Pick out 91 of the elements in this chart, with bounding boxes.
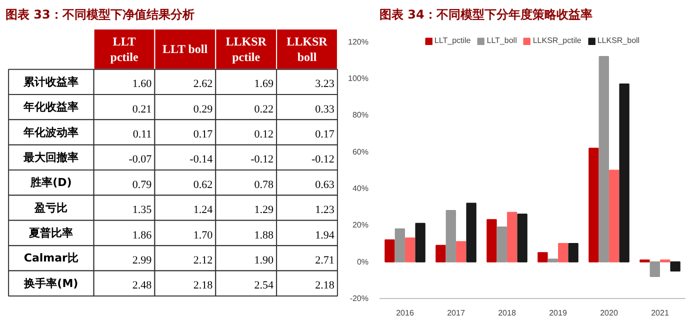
x-tick-label: LLT pctile bbox=[110, 34, 139, 64]
y-tick-label: Calmar比 bbox=[24, 252, 78, 265]
bar bbox=[517, 214, 528, 262]
data-label: 1.35 bbox=[132, 204, 152, 216]
data-label: 0.62 bbox=[193, 178, 213, 191]
data-label: 2.54 bbox=[254, 280, 274, 292]
data-label: 1.29 bbox=[254, 204, 274, 216]
x-tick-label: 2020 bbox=[600, 308, 618, 318]
y-tick-label: 40% bbox=[352, 184, 369, 194]
data-label: 0.33 bbox=[315, 103, 335, 116]
data-label: 0.79 bbox=[132, 178, 152, 191]
y-tick-label: 0% bbox=[356, 257, 368, 266]
data-label: 0.63 bbox=[315, 178, 335, 191]
y-tick-label: 换手率(M) bbox=[23, 276, 78, 290]
data-label: -0.12 bbox=[311, 154, 334, 166]
y-tick-label: 盈亏比 bbox=[34, 201, 68, 214]
bar bbox=[609, 170, 620, 262]
data-label: 2.99 bbox=[132, 254, 152, 266]
data-label: 1.23 bbox=[315, 204, 335, 216]
y-tick-label: 胜率(D) bbox=[30, 176, 72, 190]
data-label: 1.94 bbox=[315, 229, 335, 242]
data-label: 2.18 bbox=[315, 280, 335, 292]
data-label: -0.12 bbox=[250, 154, 274, 166]
bar bbox=[670, 261, 680, 272]
data-label: 2.71 bbox=[315, 254, 334, 266]
bar bbox=[598, 56, 609, 262]
data-label: 0.78 bbox=[254, 178, 274, 191]
y-tick-label: 最大回撤率 bbox=[22, 150, 79, 164]
legend-label: LLKSR_pctile bbox=[532, 36, 582, 45]
bar bbox=[466, 202, 476, 262]
data-label: 0.11 bbox=[132, 128, 152, 141]
data-label: 2.18 bbox=[193, 280, 214, 292]
data-label: 0.12 bbox=[254, 128, 274, 141]
bar bbox=[496, 226, 507, 262]
bar bbox=[548, 258, 558, 262]
bar bbox=[394, 228, 405, 262]
x-tick-label: 2021 bbox=[651, 308, 670, 318]
y-tick-label: 年化波动率 bbox=[22, 126, 79, 139]
legend-label: LLKSR_boll bbox=[597, 36, 640, 45]
y-tick-label: 120% bbox=[348, 37, 369, 46]
data-label: 1.90 bbox=[254, 254, 274, 266]
data-label: 0.17 bbox=[315, 128, 335, 141]
data-label: 2.48 bbox=[132, 280, 152, 292]
y-tick-label: 80% bbox=[352, 110, 369, 120]
x-tick-label: 2019 bbox=[549, 308, 568, 318]
chart-title: 图表 33：不同模型下净值结果分析 bbox=[6, 8, 194, 22]
legend-label: LLT_pctile bbox=[434, 36, 471, 45]
bar bbox=[650, 261, 660, 278]
data-label: 1.60 bbox=[132, 78, 152, 90]
data-label: -0.14 bbox=[190, 154, 214, 166]
data-label: 1.70 bbox=[193, 229, 214, 242]
bar bbox=[568, 243, 578, 262]
bar bbox=[507, 212, 518, 262]
bar bbox=[538, 252, 548, 262]
y-tick-label: -20% bbox=[350, 294, 369, 303]
data-label: 0.29 bbox=[193, 103, 214, 116]
bar bbox=[446, 210, 456, 262]
y-tick-label: 夏普比率 bbox=[28, 226, 74, 240]
data-label: 1.86 bbox=[132, 229, 152, 242]
y-tick-label: 60% bbox=[352, 147, 369, 156]
bar bbox=[415, 222, 426, 262]
data-label: 0.22 bbox=[254, 103, 274, 116]
x-tick-label: 2017 bbox=[447, 308, 466, 318]
data-label: 3.23 bbox=[315, 78, 335, 90]
bar bbox=[558, 243, 568, 262]
data-label: 2.62 bbox=[193, 78, 213, 90]
x-tick-label: LLT boll bbox=[162, 42, 208, 56]
y-tick-label: 100% bbox=[348, 74, 369, 84]
x-tick-label: LLKSR boll bbox=[286, 34, 328, 64]
x-tick-label: 2016 bbox=[396, 308, 414, 318]
data-label: 2.12 bbox=[193, 254, 213, 266]
data-label: 1.24 bbox=[193, 204, 214, 216]
bar bbox=[456, 241, 466, 262]
bar bbox=[405, 238, 416, 262]
bar bbox=[486, 219, 497, 262]
bar bbox=[384, 239, 395, 262]
data-label: 1.88 bbox=[254, 229, 274, 242]
x-tick-label: 2018 bbox=[498, 308, 516, 318]
x-tick-label: LLKSR pctile bbox=[226, 34, 267, 64]
data-label: 1.69 bbox=[254, 78, 274, 90]
y-tick-label: 20% bbox=[352, 220, 369, 230]
data-label: 0.21 bbox=[132, 103, 152, 116]
y-tick-label: 年化收益率 bbox=[22, 100, 79, 114]
bar bbox=[619, 84, 630, 262]
data-label: 0.17 bbox=[193, 128, 214, 141]
bar bbox=[588, 148, 599, 262]
chart-title: 图表 34：不同模型下分年度策略收益率 bbox=[380, 8, 592, 22]
data-label: -0.07 bbox=[128, 154, 152, 166]
y-tick-label: 累计收益率 bbox=[22, 75, 79, 88]
legend-label: LLT_boll bbox=[486, 36, 517, 45]
bar bbox=[436, 244, 446, 262]
